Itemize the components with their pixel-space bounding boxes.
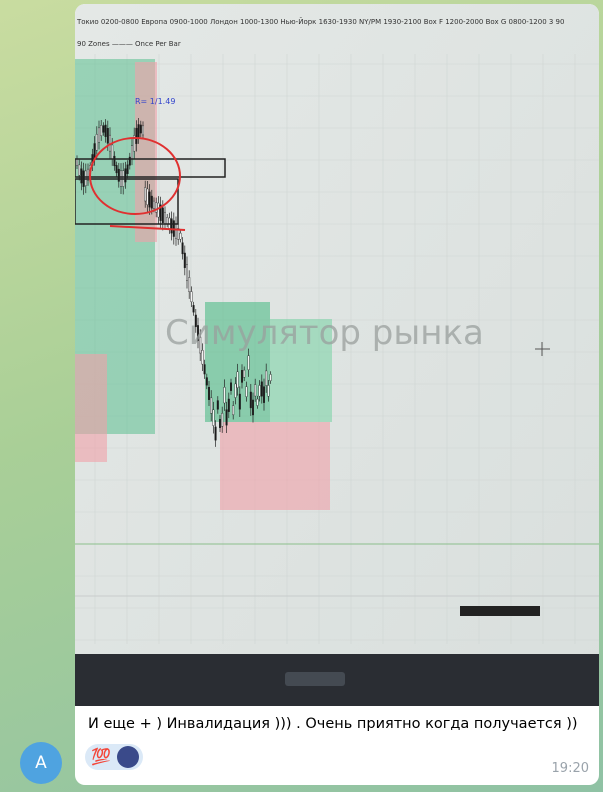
candle-body	[136, 128, 138, 144]
red-zone	[75, 354, 107, 462]
candle-body	[259, 385, 261, 396]
candle-body	[257, 399, 259, 405]
candle-body	[151, 196, 153, 208]
candle-body	[268, 385, 270, 396]
candle-body	[204, 365, 206, 375]
candle-body	[142, 126, 144, 135]
candle-body	[114, 156, 116, 166]
candle-body	[224, 387, 226, 403]
annotation: R= 1/1.49	[135, 97, 175, 106]
candle-body	[116, 165, 118, 173]
candle-body	[230, 383, 232, 391]
candle-body	[243, 370, 245, 377]
candle-body	[237, 372, 239, 388]
candle-body	[191, 292, 193, 302]
red-zone	[220, 422, 330, 510]
sender-avatar[interactable]: A	[20, 742, 62, 784]
candle-body	[144, 187, 146, 201]
candle-body	[252, 400, 254, 415]
candle-body	[228, 399, 230, 412]
candle-body	[186, 265, 188, 281]
candle-body	[149, 192, 151, 207]
candle-body	[241, 370, 243, 382]
candle-body	[103, 126, 105, 133]
candle-body	[217, 401, 219, 410]
candle-body	[180, 233, 182, 239]
candle-body	[76, 159, 78, 166]
candle-body	[127, 165, 129, 174]
candle-body	[147, 189, 149, 205]
candle-body	[232, 406, 234, 415]
message-time: 19:20	[552, 761, 589, 776]
header-text: Токио 0200-0800 Европа 0900-1000 Лондон …	[76, 17, 564, 26]
watermark: Симулятор рынка	[165, 313, 484, 353]
candle-body	[162, 208, 164, 223]
candle-body	[219, 419, 221, 427]
candle-body	[239, 394, 241, 409]
candle-body	[208, 387, 210, 400]
candle-body	[263, 387, 265, 403]
reactor-avatar	[117, 746, 139, 768]
candle-body	[98, 128, 100, 142]
candle-body	[215, 427, 217, 440]
candle-body	[235, 384, 237, 398]
candle-body	[94, 143, 96, 158]
candle-body	[210, 398, 212, 413]
candle-body	[248, 356, 250, 370]
candle-body	[250, 392, 252, 408]
candle-body	[158, 203, 160, 217]
search	[285, 672, 345, 686]
red-zone	[135, 62, 157, 242]
candle-body	[111, 145, 113, 159]
candle-body	[226, 410, 228, 426]
candle-body	[164, 212, 166, 224]
candle-body	[254, 385, 256, 397]
candle-body	[175, 224, 177, 239]
candle-body	[131, 146, 133, 159]
message-bubble: Токио 0200-0800 Европа 0900-1000 Лондон …	[75, 4, 599, 785]
candle-body	[138, 124, 140, 137]
candle-body	[140, 125, 142, 133]
candle-body	[105, 125, 107, 137]
time-cursor	[460, 606, 540, 616]
reaction-emoji: 💯	[91, 747, 111, 766]
candle-body	[166, 217, 168, 224]
chat-screen: Токио 0200-0800 Европа 0900-1000 Лондон …	[0, 0, 603, 792]
candle-body	[171, 219, 173, 233]
message-text: И еще + ) Инвалидация ))) . Очень приятн…	[88, 716, 578, 732]
candle-body	[188, 277, 190, 291]
candle-body	[193, 305, 195, 312]
candle-body	[96, 134, 98, 150]
candle-body	[246, 387, 248, 397]
candle-body	[270, 374, 272, 380]
candle-body	[78, 165, 80, 175]
candle-body	[213, 410, 215, 426]
candle-body	[107, 128, 109, 143]
candle-body	[261, 382, 263, 397]
candle-body	[221, 413, 223, 426]
candle-body	[153, 201, 155, 208]
photo[interactable]: Токио 0200-0800 Европа 0900-1000 Лондон …	[75, 4, 599, 706]
candle-body	[206, 378, 208, 386]
candle-body	[100, 125, 102, 135]
candle-body	[182, 243, 184, 254]
candle-body	[125, 169, 127, 182]
candle-body	[81, 169, 83, 183]
zones-label: 90 Zones ——— Once Per Bar	[77, 40, 181, 48]
candle-body	[265, 371, 267, 386]
candle-body	[184, 253, 186, 268]
reaction[interactable]: 💯	[85, 744, 143, 770]
